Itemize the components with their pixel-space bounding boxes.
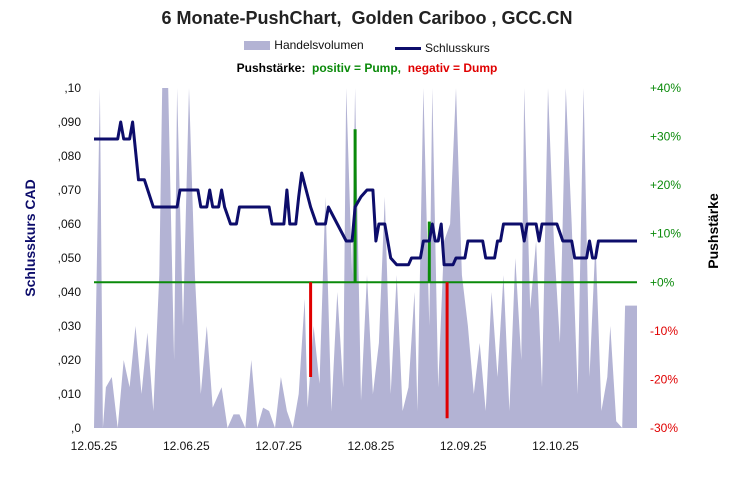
legend-close-swatch <box>395 46 422 50</box>
legend-volume-swatch <box>244 40 271 50</box>
legend-close: Schlusskurs <box>395 41 490 55</box>
x-tick-label: 12.09.25 <box>440 439 487 453</box>
y-left-tick-label: ,080 <box>58 149 82 163</box>
y-right-tick-label: +30% <box>650 130 681 144</box>
y-left-tick-label: ,030 <box>58 319 82 333</box>
y-right-tick-label: -10% <box>650 324 678 338</box>
y-left-tick-label: ,10 <box>64 81 81 95</box>
y-axis-left-label: Schlusskurs CAD <box>22 179 38 297</box>
y-left-tick-label: ,060 <box>58 217 82 231</box>
x-tick-label: 12.06.25 <box>163 439 210 453</box>
legend-volume: Handelsvolumen <box>244 38 364 52</box>
volume-area <box>94 88 637 428</box>
y-right-tick-label: -20% <box>650 372 678 386</box>
chart-title: 6 Monate-PushChart, Golden Cariboo , GCC… <box>161 8 573 28</box>
push-legend: Pushstärke: positiv = Pump, negativ = Du… <box>0 61 734 75</box>
y-left-tick-label: ,040 <box>58 285 82 299</box>
y-left-tick-label: ,010 <box>58 387 82 401</box>
y-right-tick-label: +20% <box>650 178 681 192</box>
legend-close-label: Schlusskurs <box>425 41 490 55</box>
legend: Handelsvolumen Schlusskurs <box>0 38 734 55</box>
y-right-tick-label: -30% <box>650 421 678 435</box>
push-legend-positive: positiv = Pump, <box>312 61 402 75</box>
y-right-tick-label: +10% <box>650 227 681 241</box>
y-right-tick-label: +0% <box>650 275 675 289</box>
legend-volume-label: Handelsvolumen <box>274 38 364 52</box>
push-legend-negative: negativ = Dump <box>407 61 498 75</box>
y-left-tick-label: ,050 <box>58 251 82 265</box>
y-left-tick-label: ,070 <box>58 183 82 197</box>
x-tick-label: 12.07.25 <box>255 439 302 453</box>
close-line <box>94 120 637 267</box>
push-legend-prefix: Pushstärke: <box>236 61 306 75</box>
y-left-tick-label: ,020 <box>58 353 82 367</box>
x-tick-label: 12.08.25 <box>348 439 395 453</box>
y-left-tick-label: ,090 <box>58 115 82 129</box>
x-tick-label: 12.10.25 <box>532 439 579 453</box>
y-right-tick-label: +40% <box>650 81 681 95</box>
y-left-tick-label: ,0 <box>71 421 81 435</box>
x-tick-label: 12.05.25 <box>71 439 118 453</box>
y-axis-right-label: Pushstärke <box>705 193 721 269</box>
